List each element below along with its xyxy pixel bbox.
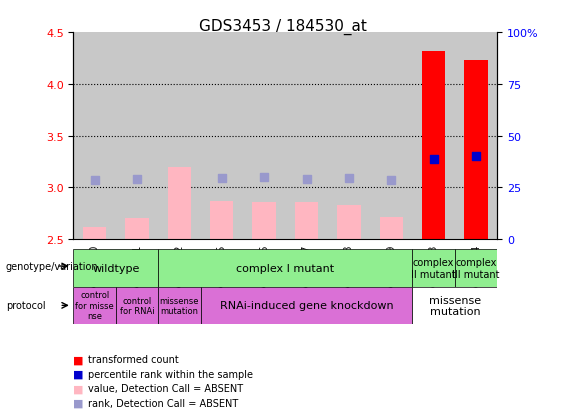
- Bar: [464, 61, 488, 240]
- Bar: [328, 33, 370, 240]
- Point: [302, 176, 311, 183]
- Text: protocol: protocol: [6, 301, 45, 311]
- FancyBboxPatch shape: [73, 250, 158, 287]
- FancyBboxPatch shape: [116, 287, 158, 324]
- Text: missense
mutation: missense mutation: [160, 296, 199, 315]
- Text: GDS3453 / 184530_at: GDS3453 / 184530_at: [198, 19, 367, 35]
- Text: complex
III mutant: complex III mutant: [452, 258, 500, 279]
- Point: [471, 154, 480, 160]
- Point: [429, 157, 438, 164]
- Bar: [116, 33, 158, 240]
- Text: ■: ■: [73, 369, 84, 379]
- FancyBboxPatch shape: [455, 250, 497, 287]
- Bar: [380, 218, 403, 240]
- Bar: [412, 33, 455, 240]
- Text: percentile rank within the sample: percentile rank within the sample: [88, 369, 253, 379]
- Text: control
for RNAi: control for RNAi: [120, 296, 154, 315]
- FancyBboxPatch shape: [412, 250, 455, 287]
- FancyBboxPatch shape: [158, 250, 412, 287]
- Text: ■: ■: [73, 354, 84, 364]
- Bar: [73, 33, 116, 240]
- Point: [132, 176, 141, 183]
- Bar: [158, 33, 201, 240]
- Point: [259, 174, 269, 181]
- Text: RNAi-induced gene knockdown: RNAi-induced gene knockdown: [220, 301, 393, 311]
- Point: [386, 178, 396, 184]
- FancyBboxPatch shape: [73, 287, 116, 324]
- Bar: [370, 33, 412, 240]
- Bar: [125, 219, 149, 240]
- Bar: [295, 202, 318, 240]
- Bar: [422, 52, 445, 240]
- FancyBboxPatch shape: [158, 287, 201, 324]
- Text: missense
mutation: missense mutation: [429, 295, 481, 316]
- FancyBboxPatch shape: [201, 287, 412, 324]
- Bar: [253, 202, 276, 240]
- Bar: [210, 201, 233, 240]
- Text: rank, Detection Call = ABSENT: rank, Detection Call = ABSENT: [88, 398, 238, 408]
- Point: [90, 178, 99, 184]
- Text: transformed count: transformed count: [88, 354, 179, 364]
- Bar: [83, 227, 106, 240]
- Text: value, Detection Call = ABSENT: value, Detection Call = ABSENT: [88, 383, 243, 393]
- Text: genotype/variation: genotype/variation: [6, 261, 98, 271]
- Bar: [243, 33, 285, 240]
- Bar: [201, 33, 243, 240]
- Point: [344, 176, 354, 182]
- Text: wildtype: wildtype: [92, 263, 140, 273]
- FancyBboxPatch shape: [412, 287, 497, 324]
- Text: control
for misse
nse: control for misse nse: [75, 291, 114, 320]
- Text: complex
II mutant: complex II mutant: [411, 258, 456, 279]
- Point: [217, 176, 226, 182]
- Text: ■: ■: [73, 383, 84, 393]
- Bar: [337, 206, 360, 240]
- Text: complex I mutant: complex I mutant: [236, 263, 334, 273]
- Bar: [455, 33, 497, 240]
- Bar: [285, 33, 328, 240]
- Bar: [168, 167, 191, 240]
- Text: ■: ■: [73, 398, 84, 408]
